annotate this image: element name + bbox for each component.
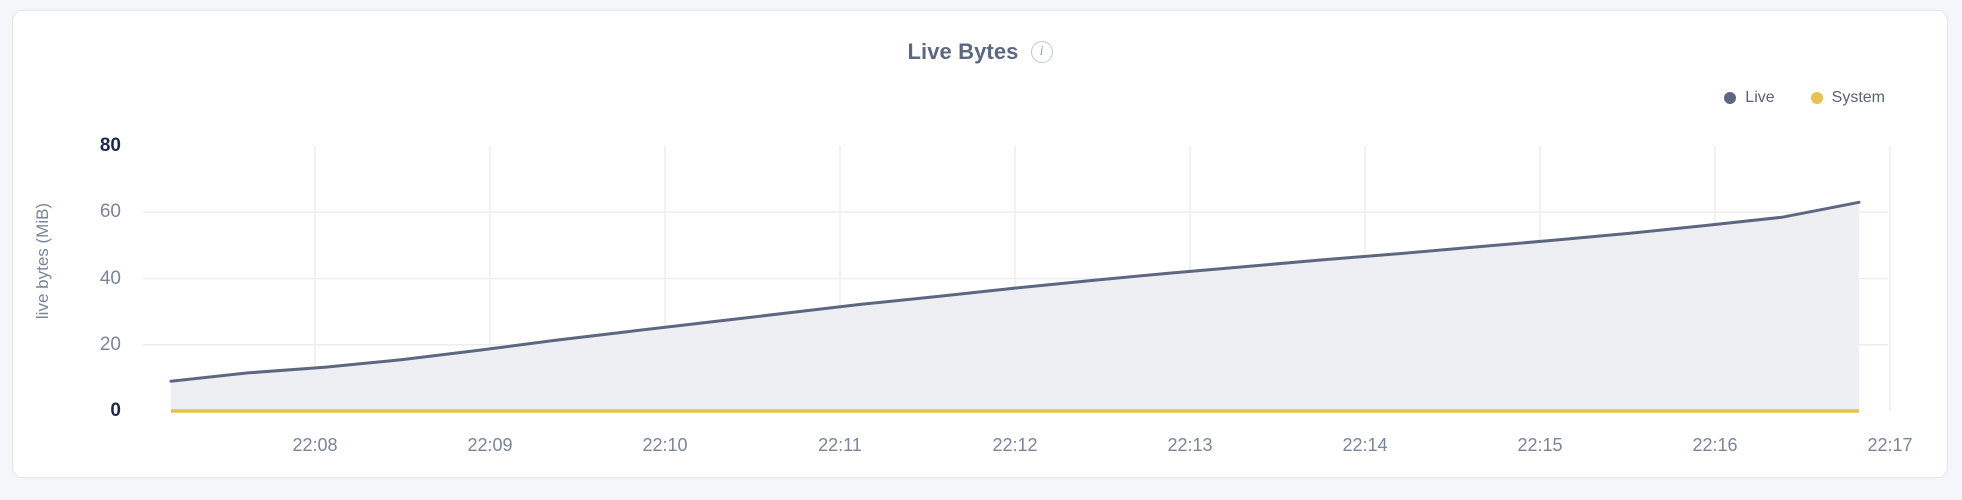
legend-item-live[interactable]: Live [1724,89,1775,107]
x-tick-label: 22:13 [1167,435,1213,455]
x-tick-label: 22:11 [818,435,862,455]
y-tick-label: 60 [99,201,121,223]
legend-item-system[interactable]: System [1810,89,1885,107]
x-tick-label: 22:12 [992,435,1038,455]
chart-canvas [143,146,1891,413]
y-tick-label: 40 [99,267,121,289]
y-tick-label: 0 [110,400,121,421]
legend-dot-system [1810,92,1823,104]
x-tick-label: 22:16 [1692,435,1738,455]
legend-dot-live [1724,92,1737,104]
legend-label-system: System [1831,89,1885,106]
x-tick-label: 22:17 [1867,435,1913,455]
x-tick-label: 22:10 [642,435,688,455]
chart-plot-area: live bytes (MiB) 0 20 40 60 80 22:08 22:09 22:… [13,11,1947,477]
y-tick-label: 80 [99,135,121,156]
x-tick-label: 22:14 [1342,435,1388,455]
x-tick-label: 22:09 [467,435,513,455]
info-circle-icon[interactable]: i [1030,41,1053,63]
x-tick-label: 22:08 [292,435,338,455]
y-tick-label: 20 [99,333,121,355]
series-area-live [171,202,1859,411]
page-title: Live Bytes [907,39,1019,64]
live-bytes-chart-card: Live Bytes i Live System live bytes (MiB… [12,10,1948,478]
x-tick-label: 22:15 [1517,435,1563,455]
chart-header: Live Bytes i [13,39,1947,65]
legend-label-live: Live [1745,89,1775,106]
chart-legend: Live System [1724,89,1885,107]
series-line-live [169,200,1861,383]
